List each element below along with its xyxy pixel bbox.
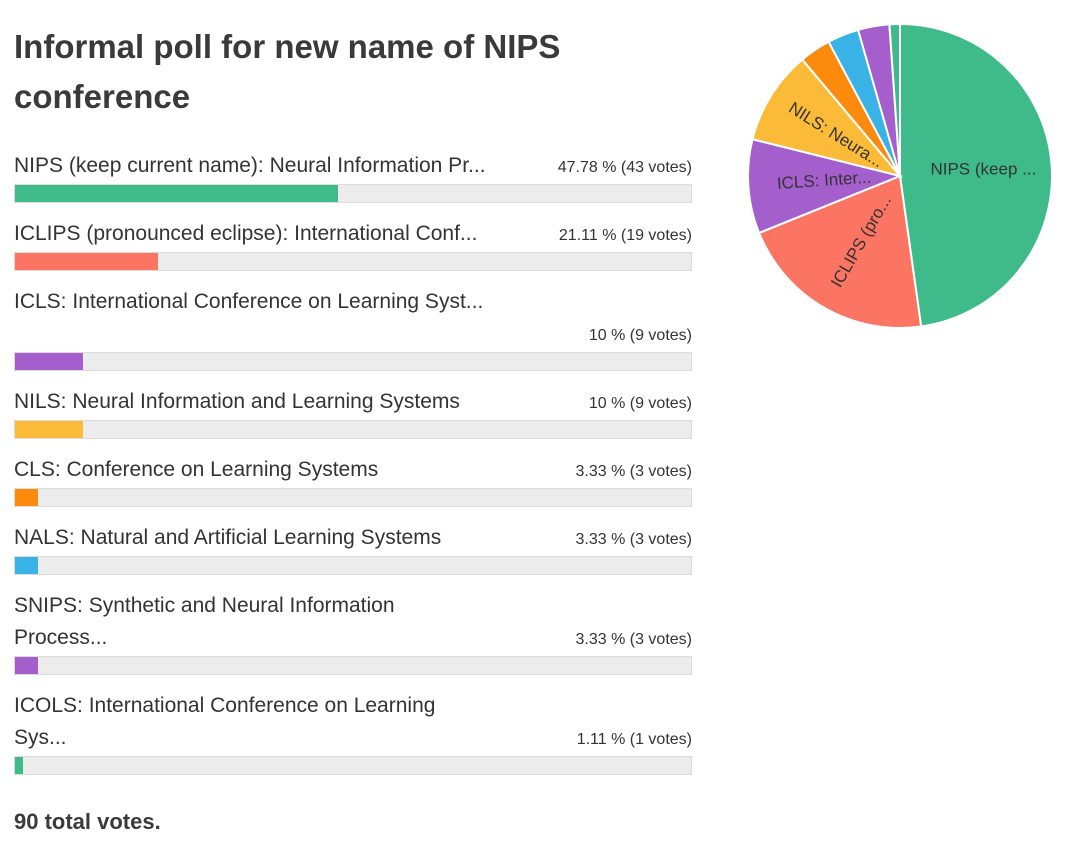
option-bar-track — [14, 556, 692, 575]
option-bar-fill — [15, 489, 38, 506]
option-bar-track — [14, 352, 692, 371]
option-bar-fill — [15, 657, 38, 674]
option-bar-track — [14, 756, 692, 775]
option-label: ICOLS: International Conference on Learn… — [14, 694, 436, 749]
option-label: ICLS: International Conference on Learni… — [14, 290, 484, 313]
option-bar-fill — [15, 185, 338, 202]
pie-slice-icls — [747, 138, 904, 235]
option-bar-track — [14, 420, 692, 439]
option-label: NILS: Neural Information and Learning Sy… — [14, 390, 460, 413]
pie-slice-icols — [888, 22, 901, 177]
option-bar-track — [14, 252, 692, 271]
option-bar-fill — [15, 253, 158, 270]
option-percentage: 10 % (9 votes) — [588, 395, 692, 412]
pie-chart: NIPS (keep ...ICLIPS (pro...ICLS: Inter.… — [747, 22, 1053, 329]
option-bar-fill — [15, 557, 38, 574]
option-bar-fill — [15, 421, 83, 438]
option-label: NALS: Natural and Artificial Learning Sy… — [14, 526, 442, 549]
option-label: ICLIPS (pronounced eclipse): Internation… — [14, 222, 478, 245]
option-percentage: 47.78 % (43 votes) — [557, 159, 692, 176]
pie-slice-nips — [899, 22, 1053, 328]
option-percentage: 1.11 % (1 votes) — [576, 731, 692, 748]
option-bar-track — [14, 184, 692, 203]
option-bar-fill — [15, 353, 83, 370]
option-percentage: 3.33 % (3 votes) — [575, 531, 693, 548]
pie-slice-iclips — [757, 174, 923, 329]
poll-title: Informal poll for new name of NIPS confe… — [14, 28, 561, 115]
total-votes: 90 total votes. — [14, 809, 161, 834]
option-label: CLS: Conference on Learning Systems — [14, 458, 379, 481]
pie-slice-nils — [751, 58, 903, 178]
pie-slice-label: NIPS (keep ... — [930, 160, 1036, 179]
option-percentage: 3.33 % (3 votes) — [575, 463, 693, 480]
option-bar-fill — [15, 757, 23, 774]
option-label: NIPS (keep current name): Neural Informa… — [14, 154, 486, 177]
option-bar-track — [14, 488, 692, 507]
option-percentage: 10 % (9 votes) — [588, 327, 692, 344]
option-bar-track — [14, 656, 692, 675]
option-percentage: 3.33 % (3 votes) — [575, 631, 693, 648]
option-percentage: 21.11 % (19 votes) — [558, 227, 692, 244]
option-label: SNIPS: Synthetic and Neural Information … — [14, 594, 395, 649]
